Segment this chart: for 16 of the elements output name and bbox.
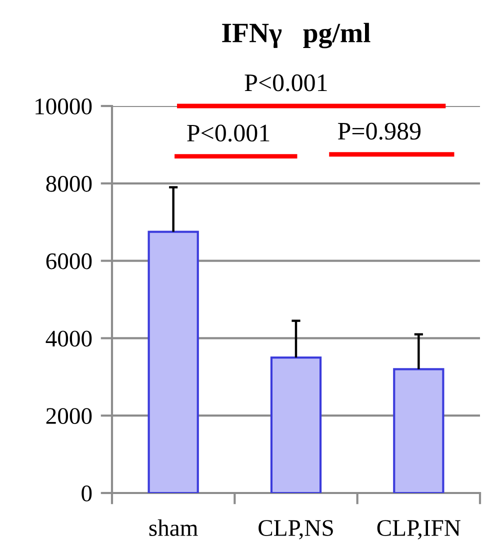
text: P<0.001 (244, 74, 327, 92)
y-tick-label: 6000 (46, 253, 92, 270)
bar (393, 368, 444, 493)
y-tick-label: 10000 (36, 98, 92, 114)
x-tick-label: CLP,NS (258, 520, 333, 540)
annotation: P=0.989 (338, 122, 421, 140)
y-tick-label: 8000 (46, 176, 92, 192)
x-tick-label: CLP,IFN (377, 520, 460, 540)
chart-title: IFNγ pg/ml (222, 22, 370, 48)
bar (148, 230, 199, 493)
y-tick-label: 2000 (46, 408, 92, 424)
x-tick-label: sham (149, 519, 198, 536)
y-tick-label: 0 (82, 485, 92, 502)
y-tick-label: 4000 (46, 330, 92, 347)
bar (270, 356, 322, 493)
annotation: P<0.001 (187, 124, 270, 142)
